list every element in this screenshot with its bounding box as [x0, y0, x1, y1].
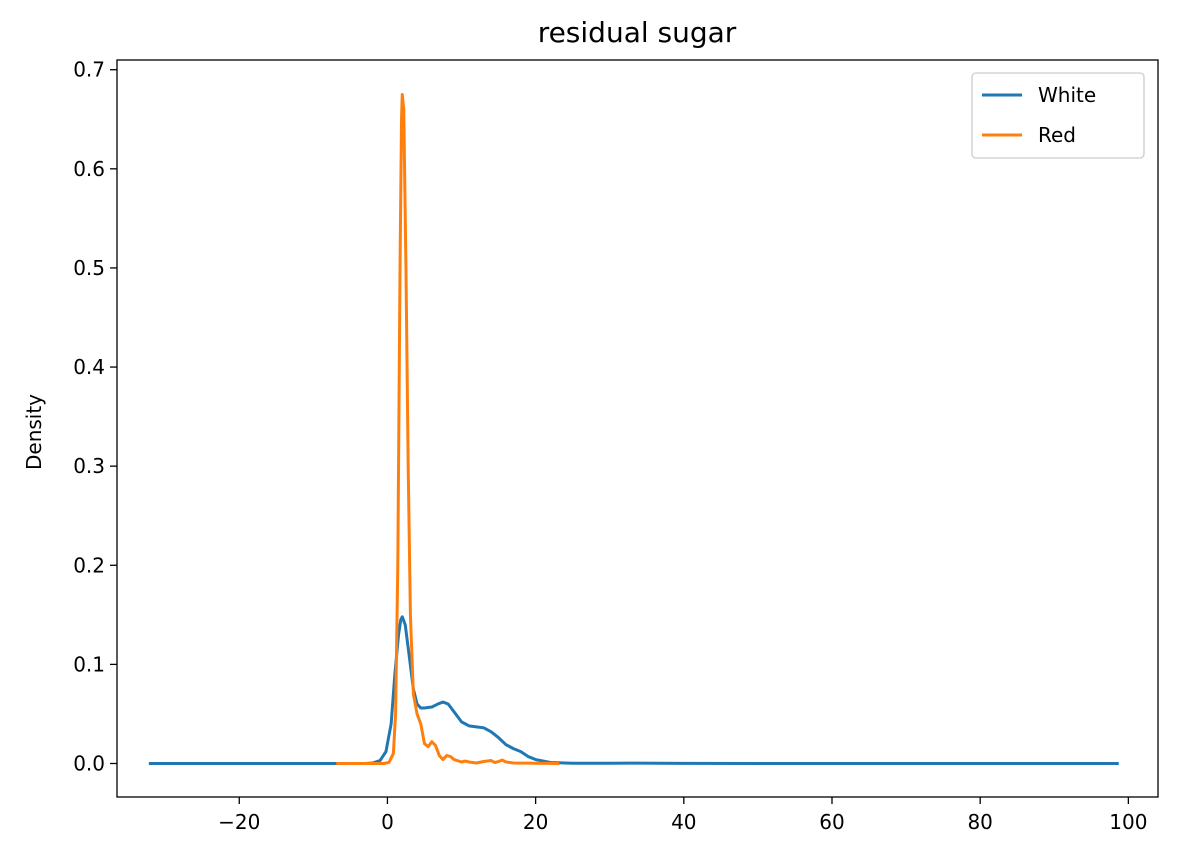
- x-tick-label: 100: [1109, 810, 1147, 834]
- y-tick-label: 0.1: [73, 652, 105, 676]
- y-tick-label: 0.2: [73, 553, 105, 577]
- series-line-white: [148, 615, 1119, 765]
- y-tick-label: 0.4: [73, 355, 105, 379]
- y-tick-label: 0.7: [73, 58, 105, 82]
- x-axis-ticks: −20 0 20 40 60 80 100: [218, 797, 1147, 834]
- y-axis-label: Density: [22, 394, 46, 470]
- x-tick-label: 60: [819, 810, 844, 834]
- legend: White Red: [971, 72, 1145, 159]
- series-line-red: [336, 92, 560, 766]
- x-tick-label: 0: [381, 810, 394, 834]
- plot-lines: [148, 92, 1119, 766]
- plot-frame: [116, 59, 1159, 798]
- legend-label-red: Red: [1038, 123, 1076, 147]
- y-tick-label: 0.5: [73, 256, 105, 280]
- x-tick-label: −20: [218, 810, 260, 834]
- chart-title: residual sugar: [538, 16, 737, 49]
- y-tick-label: 0.6: [73, 157, 105, 181]
- y-tick-label: 0.0: [73, 752, 105, 776]
- y-tick-label: 0.3: [73, 454, 105, 478]
- x-tick-label: 80: [967, 810, 992, 834]
- x-tick-label: 40: [671, 810, 696, 834]
- y-axis-ticks: 0.0 0.1 0.2 0.3 0.4 0.5 0.6 0.7: [73, 58, 117, 776]
- legend-label-white: White: [1038, 83, 1096, 107]
- x-tick-label: 20: [523, 810, 548, 834]
